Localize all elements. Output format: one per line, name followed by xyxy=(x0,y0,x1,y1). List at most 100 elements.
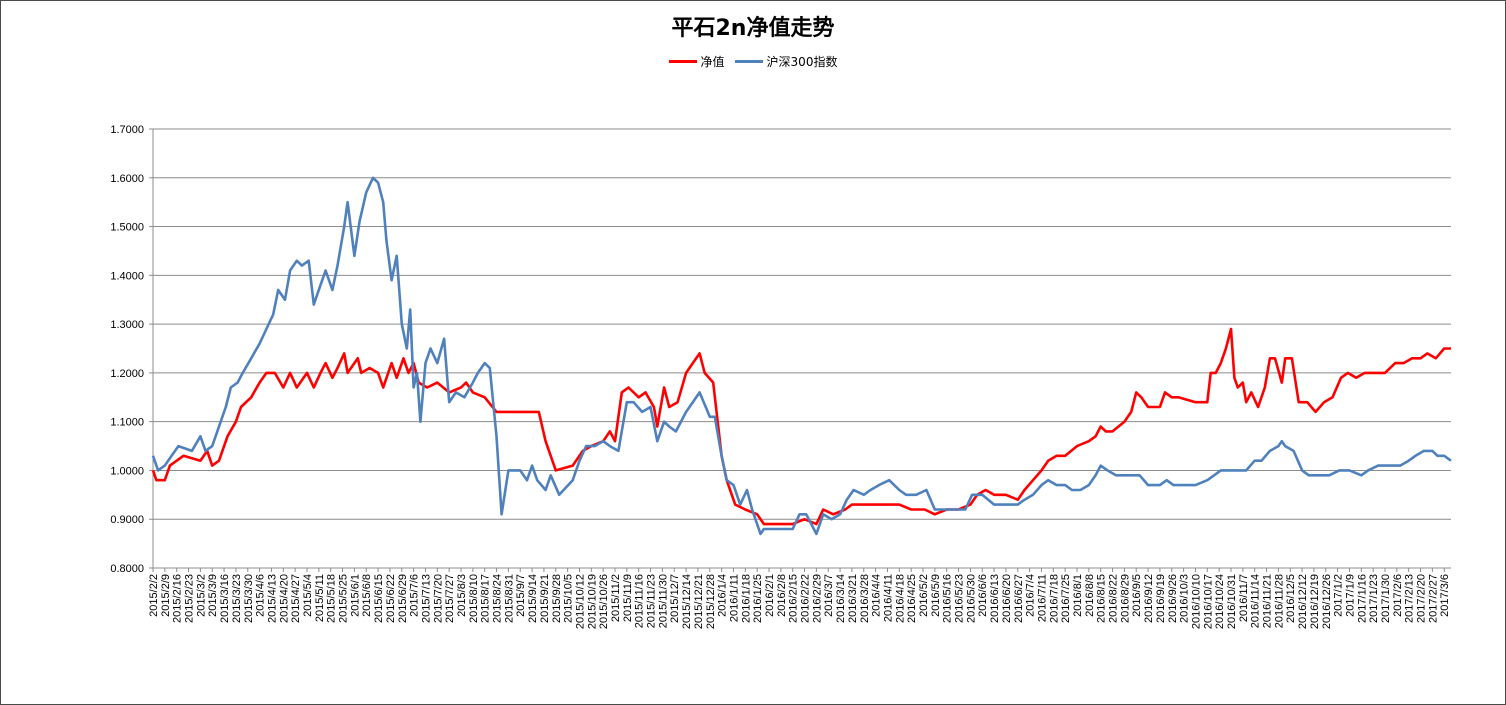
xtick-label-32: 2015/9/14 xyxy=(527,574,539,623)
xtick-label-46: 2015/12/21 xyxy=(693,574,705,629)
xtick-label-40: 2015/11/9 xyxy=(622,574,634,622)
xtick-label-21: 2015/6/29 xyxy=(397,574,409,623)
xtick-label-2: 2015/2/16 xyxy=(172,574,184,623)
xtick-label-17: 2015/6/1 xyxy=(349,574,361,617)
xtick-label-20: 2015/6/22 xyxy=(385,574,397,623)
xtick-label-99: 2016/12/26 xyxy=(1321,574,1333,629)
xtick-label-92: 2016/11/7 xyxy=(1238,574,1250,622)
xtick-label-1: 2015/2/9 xyxy=(160,574,172,617)
xtick-label-79: 2016/8/8 xyxy=(1084,574,1096,617)
xtick-label-29: 2015/8/24 xyxy=(492,574,504,623)
xtick-label-43: 2015/11/30 xyxy=(657,574,669,628)
xtick-label-35: 2015/10/5 xyxy=(563,574,575,623)
xtick-label-93: 2016/11/14 xyxy=(1250,574,1262,628)
xtick-label-7: 2015/3/23 xyxy=(231,574,243,623)
ytick-label-8: 1.6000 xyxy=(110,173,144,185)
xtick-label-3: 2015/2/23 xyxy=(184,574,196,623)
xtick-label-106: 2017/2/13 xyxy=(1404,574,1416,623)
legend-swatch-index xyxy=(734,60,763,63)
xtick-label-50: 2016/1/18 xyxy=(740,574,752,623)
xtick-label-108: 2017/2/27 xyxy=(1427,574,1439,623)
xtick-label-8: 2015/3/30 xyxy=(243,574,255,623)
xtick-label-19: 2015/6/15 xyxy=(373,574,385,623)
xtick-label-90: 2016/10/24 xyxy=(1214,574,1226,629)
ytick-label-2: 1.0000 xyxy=(110,465,144,477)
legend: 净值 沪深300指数 xyxy=(0,53,1506,70)
xtick-label-51: 2016/1/25 xyxy=(752,574,764,623)
xtick-label-96: 2016/12/5 xyxy=(1285,574,1297,623)
xtick-label-69: 2016/5/30 xyxy=(965,574,977,623)
ytick-label-5: 1.3000 xyxy=(110,319,144,331)
legend-label-index: 沪深300指数 xyxy=(766,55,838,69)
series-line-index xyxy=(151,176,1452,536)
xtick-label-66: 2016/5/9 xyxy=(930,574,942,617)
xtick-label-25: 2015/7/27 xyxy=(444,574,456,623)
xtick-label-81: 2016/8/22 xyxy=(1108,574,1120,623)
xtick-label-95: 2016/11/28 xyxy=(1273,574,1285,628)
xtick-label-105: 2017/2/6 xyxy=(1392,574,1404,617)
xtick-label-24: 2015/7/20 xyxy=(432,574,444,623)
xtick-label-75: 2016/7/11 xyxy=(1036,574,1048,622)
xtick-label-6: 2015/3/16 xyxy=(219,574,231,623)
xtick-label-47: 2015/12/28 xyxy=(705,574,717,629)
xtick-label-61: 2016/4/4 xyxy=(871,574,883,617)
xtick-label-103: 2017/1/23 xyxy=(1368,574,1380,623)
xtick-label-45: 2015/12/14 xyxy=(681,574,693,629)
xtick-label-16: 2015/5/25 xyxy=(338,574,350,623)
xtick-label-64: 2016/4/25 xyxy=(906,574,918,623)
ytick-label-6: 1.4000 xyxy=(110,270,144,282)
xtick-label-54: 2016/2/15 xyxy=(788,574,800,623)
xtick-label-78: 2016/8/1 xyxy=(1072,574,1084,617)
xtick-label-83: 2016/9/5 xyxy=(1131,574,1143,617)
xtick-label-36: 2015/10/12 xyxy=(574,574,586,629)
xtick-label-82: 2016/8/29 xyxy=(1119,574,1131,623)
ytick-label-3: 1.1000 xyxy=(110,417,144,429)
xtick-label-22: 2015/7/6 xyxy=(409,574,421,617)
xtick-label-26: 2015/8/3 xyxy=(456,574,468,617)
xtick-label-91: 2016/10/31 xyxy=(1226,574,1238,629)
xtick-label-48: 2016/1/4 xyxy=(717,574,729,617)
xtick-label-62: 2016/4/11 xyxy=(882,574,894,622)
xtick-label-10: 2015/4/13 xyxy=(266,574,278,623)
xtick-label-0: 2015/2/2 xyxy=(148,574,160,617)
xtick-label-76: 2016/7/18 xyxy=(1048,574,1060,623)
xtick-label-5: 2015/3/9 xyxy=(207,574,219,617)
xtick-label-53: 2016/2/8 xyxy=(776,574,788,617)
xtick-label-65: 2016/5/2 xyxy=(918,574,930,617)
xtick-label-84: 2016/9/12 xyxy=(1143,574,1155,623)
legend-label-nav: 净值 xyxy=(700,55,725,69)
xtick-label-85: 2016/9/19 xyxy=(1155,574,1167,623)
xtick-label-56: 2016/2/29 xyxy=(811,574,823,623)
xtick-label-63: 2016/4/18 xyxy=(894,574,906,623)
xtick-label-70: 2016/6/6 xyxy=(977,574,989,617)
xtick-label-31: 2015/9/7 xyxy=(515,574,527,617)
xtick-label-9: 2015/4/6 xyxy=(255,574,267,617)
ytick-label-0: 0.8000 xyxy=(110,563,144,575)
xtick-label-33: 2015/9/21 xyxy=(539,574,551,623)
xtick-label-12: 2015/4/27 xyxy=(290,574,302,623)
xtick-label-27: 2015/8/10 xyxy=(468,574,480,623)
xtick-label-77: 2016/7/25 xyxy=(1060,574,1072,623)
xtick-label-97: 2016/12/12 xyxy=(1297,574,1309,629)
xtick-label-37: 2015/10/19 xyxy=(586,574,598,629)
xtick-label-58: 2016/3/14 xyxy=(835,574,847,623)
xtick-label-104: 2017/1/30 xyxy=(1380,574,1392,623)
xtick-label-60: 2016/3/28 xyxy=(859,574,871,623)
xtick-label-87: 2016/10/3 xyxy=(1179,574,1191,623)
xtick-label-55: 2016/2/22 xyxy=(800,574,812,623)
xtick-label-89: 2016/10/17 xyxy=(1202,574,1214,629)
ytick-label-1: 0.9000 xyxy=(110,514,144,526)
xtick-label-18: 2015/6/8 xyxy=(361,574,373,617)
legend-item-index: 沪深300指数 xyxy=(734,53,838,70)
xtick-label-38: 2015/10/26 xyxy=(598,574,610,629)
xtick-label-11: 2015/4/20 xyxy=(278,574,290,623)
xtick-label-15: 2015/5/18 xyxy=(326,574,338,623)
ytick-label-9: 1.7000 xyxy=(110,124,144,136)
xtick-label-98: 2016/12/19 xyxy=(1309,574,1321,629)
xtick-label-100: 2017/1/2 xyxy=(1333,574,1345,617)
xtick-label-52: 2016/2/1 xyxy=(764,574,776,617)
xtick-label-23: 2015/7/13 xyxy=(420,574,432,623)
xtick-label-101: 2017/1/9 xyxy=(1344,574,1356,617)
